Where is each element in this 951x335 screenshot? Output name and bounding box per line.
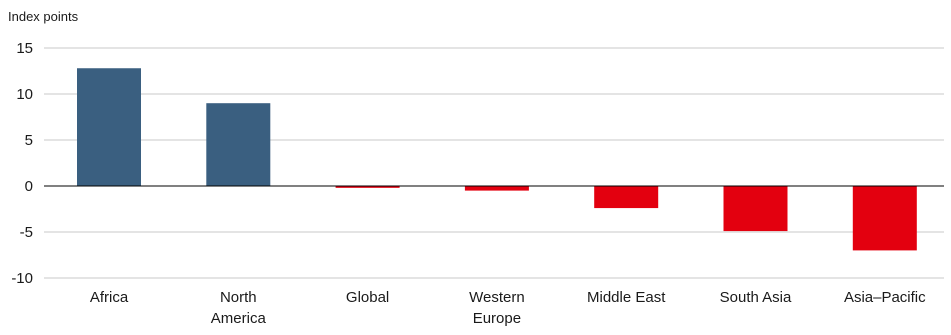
x-tick-label: Asia–Pacific [844, 289, 926, 306]
x-tick-label: Africa [90, 289, 129, 306]
bar [77, 68, 141, 186]
y-tick-label: 5 [25, 132, 33, 149]
y-tick-label: 15 [16, 40, 33, 57]
y-axis-label: Index points [8, 9, 79, 24]
bar [335, 186, 400, 188]
y-tick-label: -5 [20, 224, 33, 241]
y-tick-label: -10 [11, 270, 33, 287]
x-tick-label: North America [211, 289, 267, 327]
bar [723, 186, 788, 232]
bar [206, 103, 271, 186]
x-tick-labels: Africa North America Global Western Europe Mid… [90, 289, 926, 327]
x-tick-label: Western Europe [469, 289, 525, 327]
grid-lines [44, 47, 944, 279]
y-tick-labels: 15 10 5 0 -5 -10 [11, 40, 33, 287]
bar [594, 186, 659, 209]
x-tick-label: Global [346, 289, 389, 306]
x-tick-label: South Asia [720, 289, 792, 306]
bar [852, 186, 917, 251]
y-tick-label: 10 [16, 86, 33, 103]
x-tick-label: Middle East [587, 289, 666, 306]
bar [464, 186, 529, 191]
y-tick-label: 0 [25, 178, 33, 195]
bars [77, 68, 917, 251]
